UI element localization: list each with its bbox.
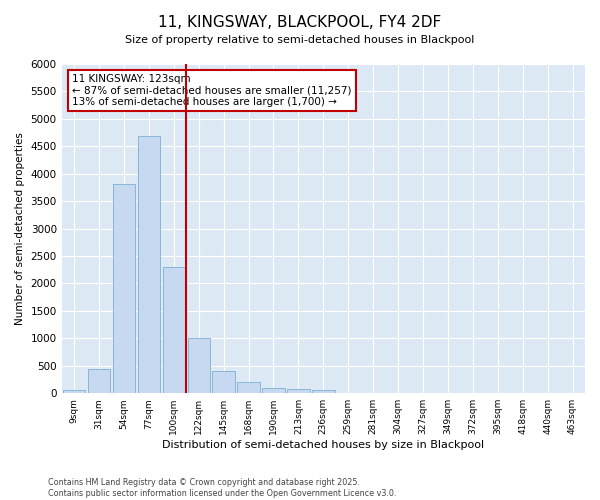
Bar [113,184,135,393]
Text: 11, KINGSWAY, BLACKPOOL, FY4 2DF: 11, KINGSWAY, BLACKPOOL, FY4 2DF [158,15,442,30]
Text: Contains HM Land Registry data © Crown copyright and database right 2025.
Contai: Contains HM Land Registry data © Crown c… [48,478,397,498]
Bar [163,267,185,393]
Text: 11 KINGSWAY: 123sqm
← 87% of semi-detached houses are smaller (11,257)
13% of se: 11 KINGSWAY: 123sqm ← 87% of semi-detach… [72,74,352,107]
Bar [312,390,335,393]
Bar [188,338,210,393]
Bar [287,390,310,393]
Text: Size of property relative to semi-detached houses in Blackpool: Size of property relative to semi-detach… [125,35,475,45]
Bar [238,382,260,393]
X-axis label: Distribution of semi-detached houses by size in Blackpool: Distribution of semi-detached houses by … [162,440,484,450]
Bar [63,390,85,393]
Bar [137,136,160,393]
Bar [88,369,110,393]
Y-axis label: Number of semi-detached properties: Number of semi-detached properties [15,132,25,325]
Bar [262,388,285,393]
Bar [212,372,235,393]
